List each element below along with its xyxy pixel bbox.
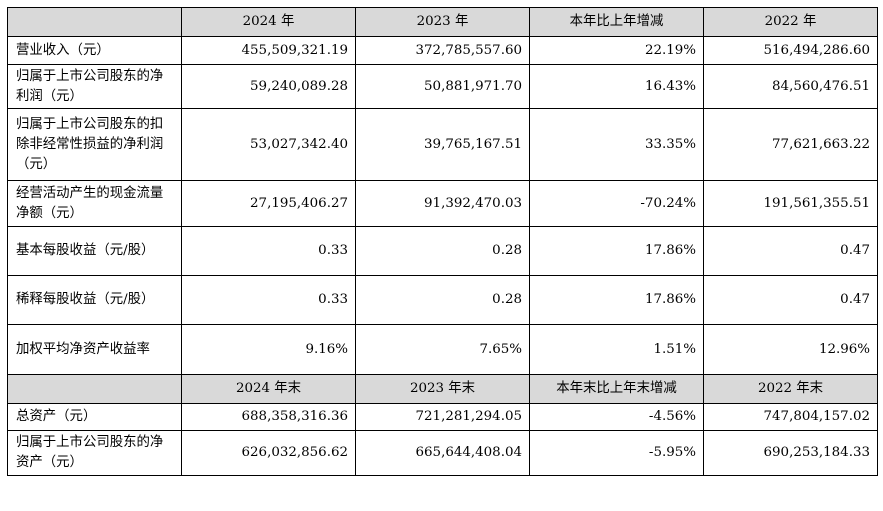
value-2023: 50,881,971.70 [355, 64, 530, 109]
value-2022: 191,561,355.51 [703, 180, 878, 227]
row-label: 经营活动产生的现金流量净额（元） [7, 180, 182, 227]
table-row: 基本每股收益（元/股） 0.33 0.28 17.86% 0.47 [7, 226, 878, 276]
row-label: 总资产（元） [7, 403, 182, 431]
subheader-2023-end: 2023 年末 [355, 374, 530, 404]
subheader-blank-cell [7, 374, 182, 404]
row-label: 归属于上市公司股东的扣除非经常性损益的净利润（元） [7, 108, 182, 181]
header-change: 本年比上年增减 [529, 7, 704, 37]
value-2022: 516,494,286.60 [703, 36, 878, 65]
table-header-row: 2024 年 2023 年 本年比上年增减 2022 年 [7, 7, 878, 37]
row-label: 营业收入（元） [7, 36, 182, 65]
row-label: 稀释每股收益（元/股） [7, 275, 182, 325]
value-2024: 9.16% [181, 324, 356, 375]
value-change: 22.19% [529, 36, 704, 65]
row-label: 归属于上市公司股东的净资产（元） [7, 430, 182, 476]
value-2023: 0.28 [355, 226, 530, 276]
value-change: -70.24% [529, 180, 704, 227]
value-2022: 0.47 [703, 275, 878, 325]
row-label: 归属于上市公司股东的净利润（元） [7, 64, 182, 109]
value-change: 17.86% [529, 226, 704, 276]
value-2024: 53,027,342.40 [181, 108, 356, 181]
row-label: 加权平均净资产收益率 [7, 324, 182, 375]
table-subheader-row: 2024 年末 2023 年末 本年末比上年末增减 2022 年末 [7, 374, 878, 404]
value-2022: 747,804,157.02 [703, 403, 878, 431]
table-row: 加权平均净资产收益率 9.16% 7.65% 1.51% 12.96% [7, 324, 878, 375]
financial-summary-table: 2024 年 2023 年 本年比上年增减 2022 年 营业收入（元） 455… [7, 7, 878, 476]
value-change: -4.56% [529, 403, 704, 431]
value-2023: 91,392,470.03 [355, 180, 530, 227]
value-2024: 27,195,406.27 [181, 180, 356, 227]
value-change: 17.86% [529, 275, 704, 325]
value-2022: 84,560,476.51 [703, 64, 878, 109]
table-row: 总资产（元） 688,358,316.36 721,281,294.05 -4.… [7, 403, 878, 431]
value-2023: 372,785,557.60 [355, 36, 530, 65]
value-2023: 721,281,294.05 [355, 403, 530, 431]
table-row: 归属于上市公司股东的扣除非经常性损益的净利润（元） 53,027,342.40 … [7, 108, 878, 181]
subheader-2024-end: 2024 年末 [181, 374, 356, 404]
value-2023: 0.28 [355, 275, 530, 325]
table-row: 稀释每股收益（元/股） 0.33 0.28 17.86% 0.47 [7, 275, 878, 325]
value-2024: 626,032,856.62 [181, 430, 356, 476]
header-2022: 2022 年 [703, 7, 878, 37]
table-row: 归属于上市公司股东的净资产（元） 626,032,856.62 665,644,… [7, 430, 878, 476]
value-2022: 690,253,184.33 [703, 430, 878, 476]
table-row: 营业收入（元） 455,509,321.19 372,785,557.60 22… [7, 36, 878, 65]
subheader-change: 本年末比上年末增减 [529, 374, 704, 404]
value-2024: 0.33 [181, 275, 356, 325]
value-2022: 77,621,663.22 [703, 108, 878, 181]
header-blank-cell [7, 7, 182, 37]
table-row: 归属于上市公司股东的净利润（元） 59,240,089.28 50,881,97… [7, 64, 878, 109]
value-2024: 0.33 [181, 226, 356, 276]
value-2023: 665,644,408.04 [355, 430, 530, 476]
value-2024: 688,358,316.36 [181, 403, 356, 431]
header-2023: 2023 年 [355, 7, 530, 37]
value-2024: 455,509,321.19 [181, 36, 356, 65]
value-2023: 7.65% [355, 324, 530, 375]
table-row: 经营活动产生的现金流量净额（元） 27,195,406.27 91,392,47… [7, 180, 878, 227]
value-change: -5.95% [529, 430, 704, 476]
row-label: 基本每股收益（元/股） [7, 226, 182, 276]
value-change: 16.43% [529, 64, 704, 109]
subheader-2022-end: 2022 年末 [703, 374, 878, 404]
header-2024: 2024 年 [181, 7, 356, 37]
value-2022: 12.96% [703, 324, 878, 375]
value-2023: 39,765,167.51 [355, 108, 530, 181]
value-2022: 0.47 [703, 226, 878, 276]
value-change: 1.51% [529, 324, 704, 375]
value-change: 33.35% [529, 108, 704, 181]
value-2024: 59,240,089.28 [181, 64, 356, 109]
